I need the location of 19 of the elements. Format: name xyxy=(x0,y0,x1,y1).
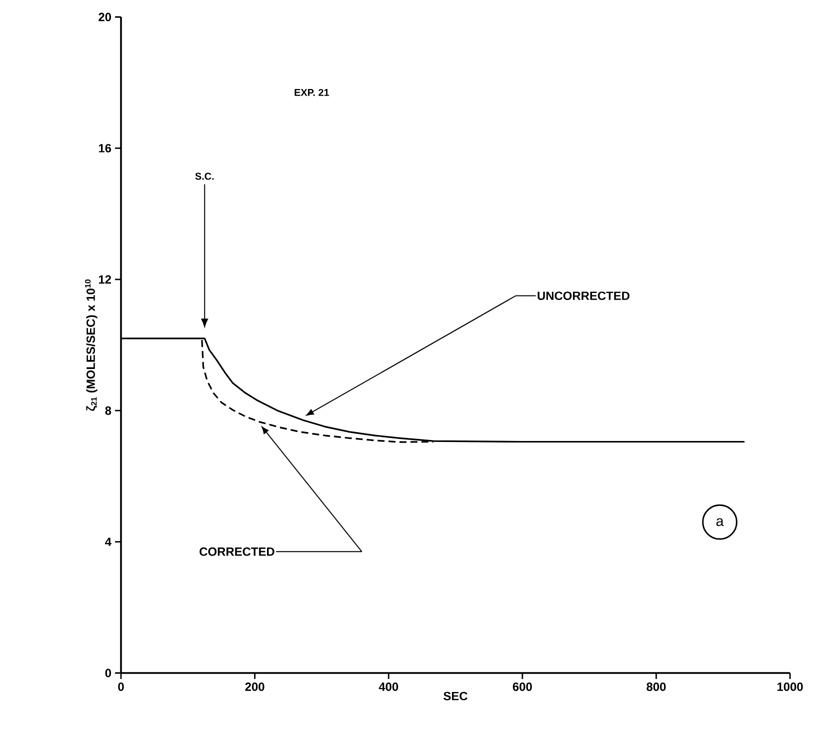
x-tick-label: 400 xyxy=(378,682,398,691)
x-tick-label: 600 xyxy=(512,682,532,691)
y-axis-title: ζ$_{21}$ (MOLES/SEC) x 10$^{10}$ xyxy=(84,280,98,411)
y-tick-label: 16 xyxy=(98,144,112,152)
x-tick-label: 200 xyxy=(245,682,264,691)
y-tick-label: 12 xyxy=(98,275,112,284)
y-tick-label: 8 xyxy=(105,406,112,415)
x-tick-label: 1000 xyxy=(777,682,803,691)
annotation: UNCORRECTED xyxy=(538,292,630,300)
x-axis-title: SEC xyxy=(444,692,468,700)
annotation: S.C. xyxy=(195,172,214,180)
y-tick-label: 0 xyxy=(105,668,112,678)
x-tick-label: 800 xyxy=(646,682,666,691)
annotation: EXP. 21 xyxy=(294,88,330,96)
y-tick-label: 4 xyxy=(105,538,112,546)
y-tick-label: 20 xyxy=(98,12,112,22)
annotation: CORRECTED xyxy=(200,547,274,556)
x-tick-label: 0 xyxy=(118,682,124,691)
annotation: a xyxy=(716,518,724,526)
